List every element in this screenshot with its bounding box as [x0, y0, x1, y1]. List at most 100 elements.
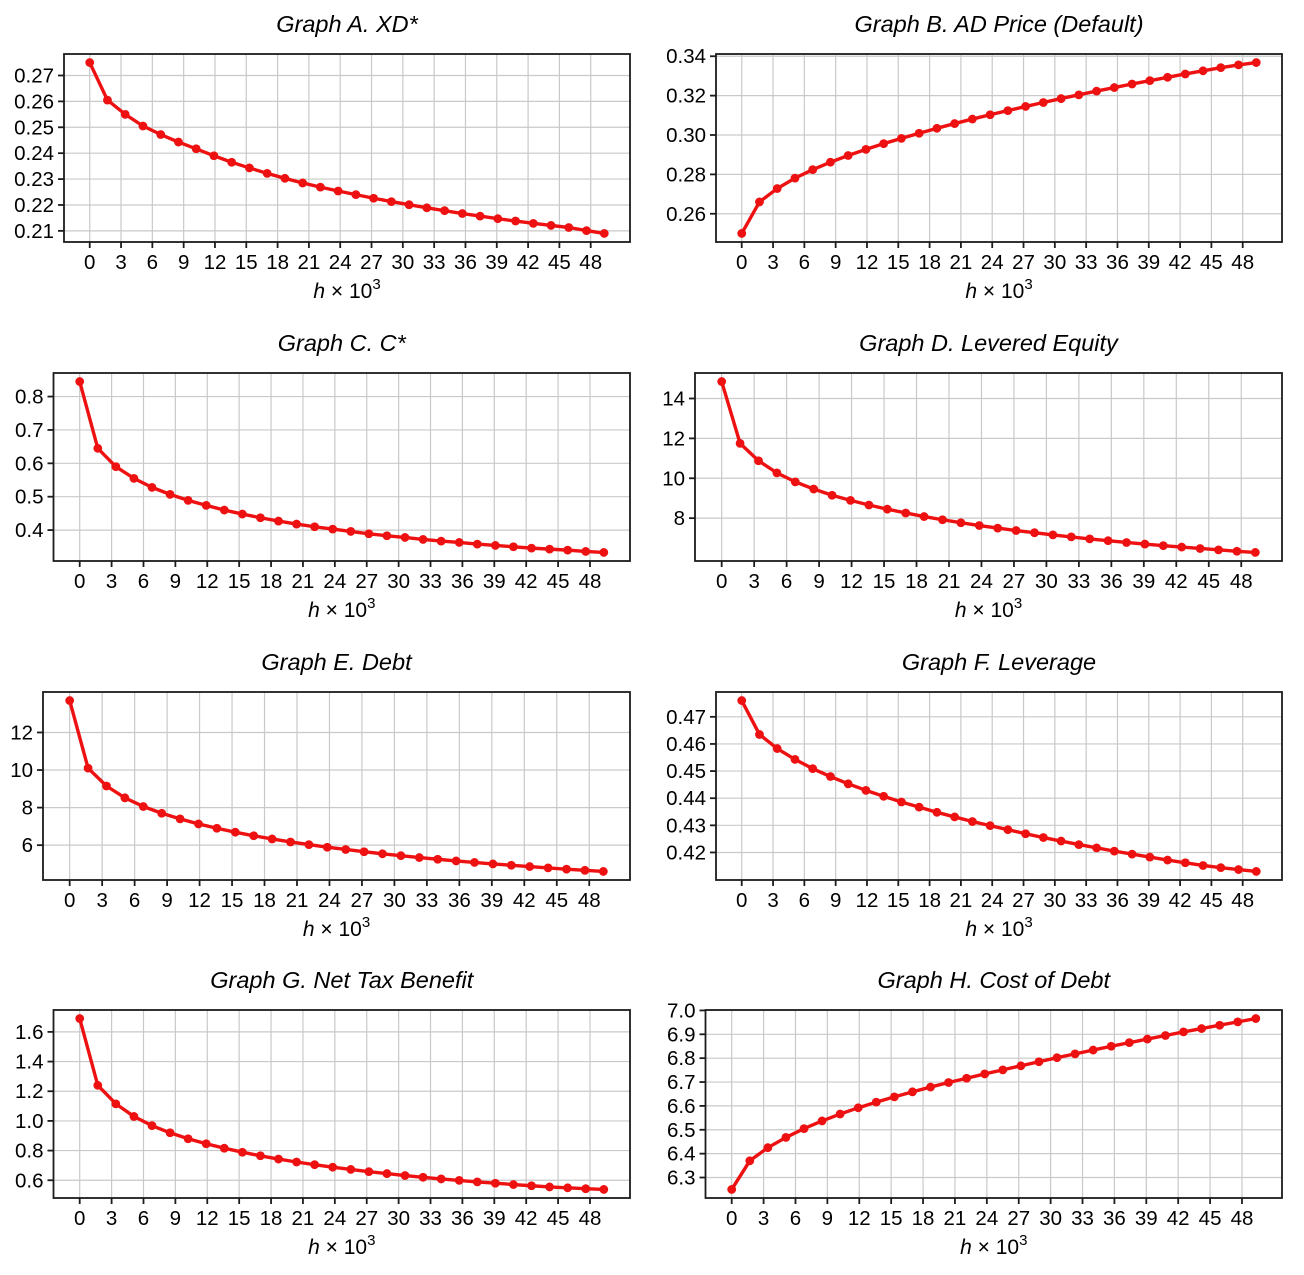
plot-frame	[715, 53, 1283, 243]
data-point	[493, 214, 503, 224]
data-point	[472, 1177, 482, 1187]
data-point	[65, 695, 75, 705]
chart-graph-b: 0 3 6 9 12 15 18 21 24 27 30 33 36 39 42 45 480.260.280.…	[666, 11, 1283, 303]
data-point	[490, 540, 500, 550]
data-point	[304, 839, 314, 849]
data-point	[889, 1092, 899, 1102]
x-tick-label: 45	[545, 889, 568, 912]
x-tick-label: 6	[790, 1207, 801, 1230]
data-point	[562, 864, 571, 874]
x-axis-variable: h	[308, 1236, 320, 1259]
x-tick-label: 48	[579, 570, 602, 593]
x-tick-label: 45	[1199, 1207, 1222, 1230]
data-point	[1056, 836, 1066, 845]
plot-frame	[52, 371, 631, 562]
data-point	[772, 184, 782, 193]
data-point	[581, 1184, 591, 1194]
data-point	[950, 119, 960, 128]
data-point	[897, 133, 906, 143]
x-tick-label: 27	[1007, 1207, 1030, 1230]
data-point	[853, 1103, 863, 1113]
data-point	[1251, 866, 1261, 876]
data-point	[191, 144, 201, 154]
data-point	[944, 1078, 953, 1088]
x-tick-label: 12	[840, 570, 863, 593]
data-point	[322, 842, 332, 852]
data-point	[1140, 539, 1150, 549]
x-axis-variable: h	[303, 918, 315, 941]
chart-title: Graph F. Leverage	[902, 649, 1096, 675]
x-tick-label: 12	[188, 889, 211, 912]
x-tick-label: 24	[970, 570, 993, 593]
data-point	[599, 1185, 609, 1195]
data-point	[328, 524, 338, 534]
data-point	[727, 1185, 737, 1195]
data-point	[1048, 530, 1058, 540]
x-tick-label: 39	[1135, 1207, 1158, 1230]
x-tick-label: 24	[329, 251, 352, 274]
data-point	[1197, 1024, 1206, 1034]
data-point	[156, 130, 166, 139]
x-tick-label: 18	[260, 570, 283, 593]
y-tick-label: 0.8	[15, 1140, 44, 1163]
data-point	[138, 801, 148, 811]
data-point	[1198, 66, 1208, 76]
chart-title: Graph G. Net Tax Benefit	[210, 967, 474, 993]
x-tick-label: 6	[799, 889, 810, 912]
y-tick-label: 6.4	[667, 1143, 696, 1166]
x-tick-label: 33	[419, 1207, 442, 1230]
x-tick-label: 0	[74, 570, 85, 593]
x-tick-label: 39	[1132, 570, 1155, 593]
x-tick-label: 45	[548, 251, 571, 274]
data-point	[359, 846, 369, 856]
data-point	[422, 203, 432, 213]
data-point	[280, 173, 290, 183]
y-tick-label: 10	[10, 759, 33, 782]
data-point	[328, 1163, 338, 1172]
data-line	[729, 1017, 1258, 1192]
data-point	[147, 482, 157, 492]
x-tick-label: 0	[84, 251, 95, 274]
x-tick-label: 9	[170, 570, 181, 593]
y-tick-label: 0.43	[666, 814, 706, 837]
y-tick-label: 0.6	[15, 452, 44, 475]
data-point	[985, 820, 995, 830]
plot-frame	[63, 53, 631, 243]
data-point	[129, 473, 139, 483]
data-point	[227, 157, 237, 167]
data-point	[827, 490, 837, 500]
data-point	[817, 1116, 827, 1126]
x-tick-label: 45	[547, 1207, 570, 1230]
y-tick-label: 0.44	[666, 787, 706, 810]
x-tick-label: 0	[736, 251, 747, 274]
x-tick-label: 9	[830, 889, 841, 912]
data-point	[598, 866, 608, 876]
x-tick-label: 18	[918, 889, 941, 912]
data-point	[581, 546, 591, 556]
x-axis-variable: h	[965, 918, 977, 941]
x-tick-label: 36	[448, 889, 471, 912]
x-tick-label: 27	[360, 251, 383, 274]
data-point	[138, 121, 148, 131]
data-point	[772, 468, 782, 478]
data-point	[165, 489, 175, 499]
data-point	[219, 505, 229, 515]
chart-cell-graph-d: 0 3 6 9 12 15 18 21 24 27 30 33 36 39 42 45 48 8 10 12 14 Gra…	[652, 319, 1304, 638]
data-point	[861, 144, 871, 154]
y-tick-label: 0.28	[666, 163, 706, 186]
x-tick-label: 12	[848, 1207, 871, 1230]
x-axis-label: h × 103	[960, 1232, 1027, 1259]
data-point	[364, 529, 374, 538]
x-tick-label: 15	[235, 251, 258, 274]
data-point	[932, 807, 942, 817]
y-tick-label: 0.24	[14, 142, 54, 165]
data-point	[543, 862, 553, 872]
data-point	[298, 178, 308, 188]
x-tick-label: 48	[579, 1207, 602, 1230]
x-tick-label: 3	[96, 889, 107, 912]
y-tick-label: 0.27	[14, 64, 54, 87]
data-point	[85, 58, 95, 67]
y-tick-label: 0.6	[15, 1170, 44, 1193]
data-point	[737, 229, 747, 238]
